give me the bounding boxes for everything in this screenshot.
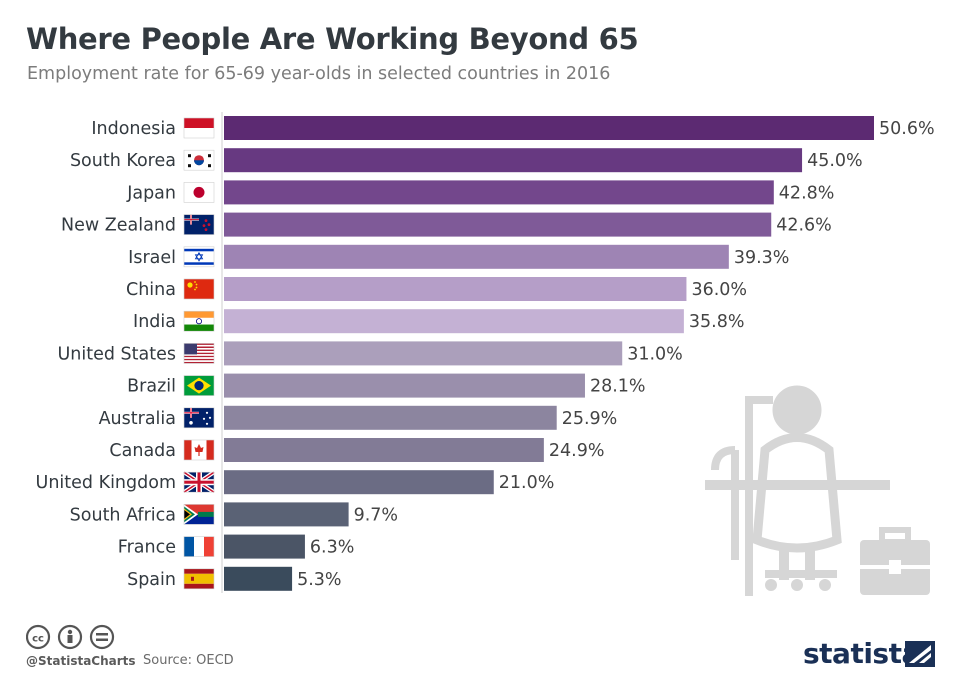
value-label: 21.0%: [499, 473, 555, 493]
cc-icon: [26, 624, 51, 650]
bar-australia: [224, 405, 557, 430]
flag-india-icon: [183, 310, 215, 332]
value-label: 36.0%: [691, 280, 747, 300]
category-label: South Korea: [70, 151, 176, 171]
footer-handle[interactable]: @StatistaCharts: [26, 654, 136, 668]
category-label: Canada: [109, 441, 176, 461]
statista-logo-icon: [905, 641, 935, 667]
value-label: 39.3%: [734, 248, 790, 268]
worker-illustration-icon: [705, 385, 930, 596]
category-label: Spain: [127, 570, 176, 590]
category-label: Israel: [128, 248, 176, 268]
bar-china: [224, 277, 687, 301]
value-label: 9.7%: [354, 505, 398, 525]
category-label: China: [126, 280, 176, 300]
bar-canada: [224, 438, 544, 462]
value-label: 42.8%: [779, 183, 835, 203]
category-label: Brazil: [127, 377, 176, 397]
bar-brazil: [224, 373, 585, 398]
value-label: 31.0%: [627, 344, 683, 364]
value-label: 24.9%: [549, 441, 605, 461]
footer-source: Source: OECD: [143, 653, 234, 668]
flag-indonesia-icon: [183, 117, 215, 139]
flag-new-zealand-icon: [183, 214, 215, 235]
value-label: 35.8%: [689, 312, 745, 332]
license-icons: cc: [26, 624, 115, 650]
flag-spain-icon: [183, 568, 215, 590]
value-label: 28.1%: [590, 377, 646, 397]
flag-australia-icon: [183, 407, 215, 429]
statista-logo[interactable]: statista: [803, 637, 920, 670]
bar-new-zealand: [224, 212, 772, 237]
flag-south-korea-icon: [183, 149, 215, 171]
value-label: 50.6%: [879, 119, 935, 139]
category-label: Indonesia: [91, 119, 176, 139]
bar-south-korea: [224, 148, 803, 173]
category-label: Japan: [126, 183, 176, 203]
value-label: 45.0%: [807, 151, 863, 171]
category-label: New Zealand: [61, 216, 176, 236]
flag-japan-icon: [183, 182, 215, 203]
chart-subtitle: Employment rate for 65-69 year-olds in s…: [27, 64, 611, 84]
value-label: 42.6%: [776, 216, 832, 236]
flag-france-icon: [183, 536, 215, 557]
chart-title: Where People Are Working Beyond 65: [26, 22, 639, 56]
category-label: Australia: [99, 409, 176, 429]
category-label: France: [118, 538, 176, 558]
bar-spain: [224, 566, 293, 591]
bar-france: [224, 534, 305, 559]
flag-south-africa-icon: [183, 504, 215, 525]
bar-indonesia: [224, 116, 874, 140]
attribution-icon: [57, 624, 83, 650]
svg-text:cc: cc: [32, 634, 44, 645]
bars-layer: Indonesia 50.6% South Korea 45.0% Japan 42.8%…: [36, 116, 935, 591]
flag-brazil-icon: [183, 375, 215, 396]
bar-japan: [224, 180, 774, 205]
category-label: United States: [57, 344, 176, 364]
flag-canada-icon: [183, 439, 215, 461]
category-label: South Africa: [70, 505, 176, 525]
flag-israel-icon: [183, 246, 215, 268]
value-label: 6.3%: [310, 538, 354, 558]
flag-united-kingdom-icon: [182, 470, 216, 494]
value-label: 5.3%: [297, 570, 341, 590]
bar-united-kingdom: [224, 470, 494, 495]
flag-china-icon: [183, 278, 215, 300]
flag-united-states-icon: [183, 343, 215, 364]
value-label: 25.9%: [562, 409, 618, 429]
bar-israel: [224, 244, 729, 269]
bar-south-africa: [224, 502, 349, 527]
no-derivatives-icon: [89, 624, 115, 650]
category-label: United Kingdom: [36, 473, 176, 493]
category-label: India: [133, 312, 176, 332]
bar-india: [224, 309, 684, 334]
bar-united-states: [224, 341, 623, 366]
